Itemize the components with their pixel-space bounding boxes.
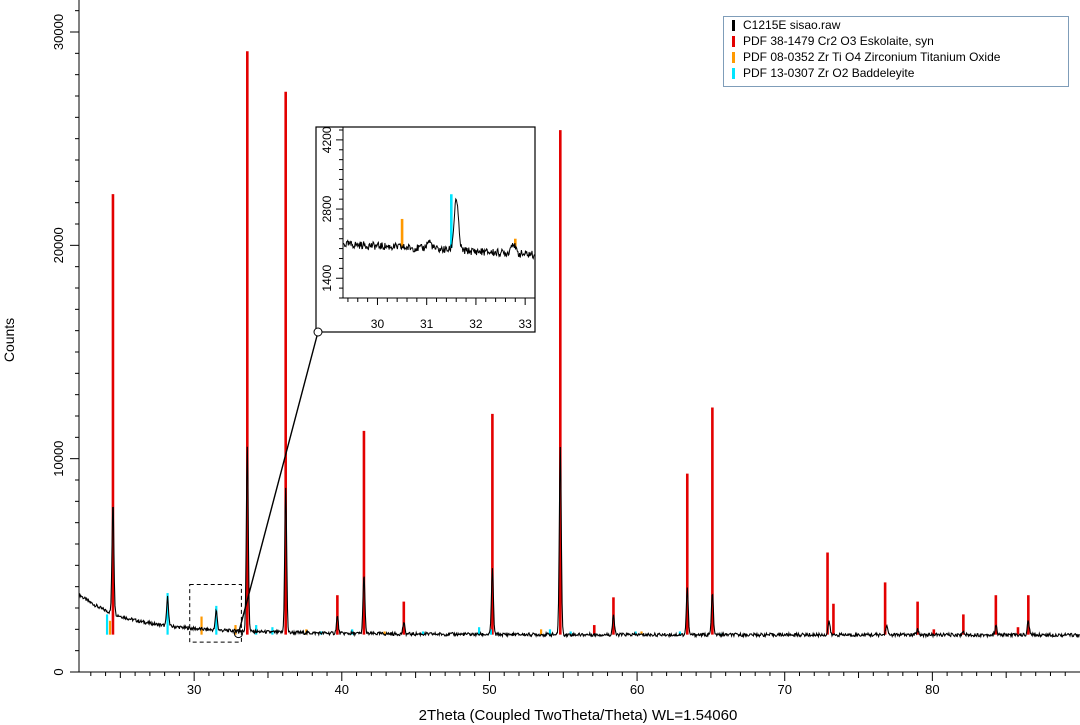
y-tick-label: 20000	[51, 227, 66, 263]
y-tick-label: 10000	[51, 441, 66, 477]
measured-pattern-line	[78, 446, 1080, 639]
y-axis-label: Counts	[1, 318, 17, 362]
legend-item-zrtio4: PDF 08-0352 Zr Ti O4 Zirconium Titanium …	[732, 49, 1068, 65]
inset-y-tick-label: 1400	[320, 265, 334, 292]
axes-layer: 30 40 50 60 70 80 0 10000 20000 30000	[51, 0, 1080, 697]
inset-plot: 30 31 32 33 1400 2800 4200	[233, 126, 536, 639]
x-axis-label: 2Theta (Coupled TwoTheta/Theta) WL=1.540…	[419, 707, 738, 724]
zoom-region-box	[189, 584, 242, 643]
reference-lines-layer	[105, 51, 1030, 635]
inset-x-tick-label: 30	[371, 317, 385, 331]
legend-label: PDF 13-0307 Zr O2 Baddeleyite	[743, 66, 915, 80]
zoom-anchor-circle	[233, 629, 243, 639]
inset-x-tick-label: 33	[518, 317, 532, 331]
pattern-layer	[78, 446, 1080, 639]
legend-item-raw: C1215E sisao.raw	[732, 17, 1068, 33]
x-tick-label: 70	[777, 682, 791, 697]
x-tick-label: 30	[187, 682, 201, 697]
inset-pattern-line	[342, 197, 535, 260]
zoom-connector-line	[237, 331, 319, 634]
inset-x-tick-label: 31	[420, 317, 434, 331]
legend-swatch	[732, 67, 735, 79]
inset-y-tick-label: 2800	[320, 195, 334, 222]
inset-y-tick-label: 4200	[320, 126, 334, 153]
zoom-indicator	[189, 584, 242, 643]
inset-anchor-circle	[313, 327, 323, 337]
legend-label: PDF 08-0352 Zr Ti O4 Zirconium Titanium …	[743, 50, 1001, 64]
x-tick-label: 50	[482, 682, 496, 697]
x-tick-label: 80	[925, 682, 939, 697]
y-tick-label: 30000	[51, 14, 66, 50]
legend-label: PDF 38-1479 Cr2 O3 Eskolaite, syn	[743, 34, 934, 48]
legend-swatch	[732, 51, 735, 63]
legend-swatch	[732, 19, 735, 31]
legend-item-zro2: PDF 13-0307 Zr O2 Baddeleyite	[732, 65, 1068, 81]
legend-label: C1215E sisao.raw	[743, 18, 841, 32]
legend: C1215E sisao.raw PDF 38-1479 Cr2 O3 Esko…	[723, 16, 1069, 87]
x-tick-label: 40	[335, 682, 349, 697]
y-tick-label: 0	[51, 668, 66, 675]
legend-item-cr2o3: PDF 38-1479 Cr2 O3 Eskolaite, syn	[732, 33, 1068, 49]
inset-x-tick-label: 32	[469, 317, 483, 331]
inset-frame	[315, 126, 536, 333]
x-tick-label: 60	[630, 682, 644, 697]
legend-swatch	[732, 35, 735, 47]
